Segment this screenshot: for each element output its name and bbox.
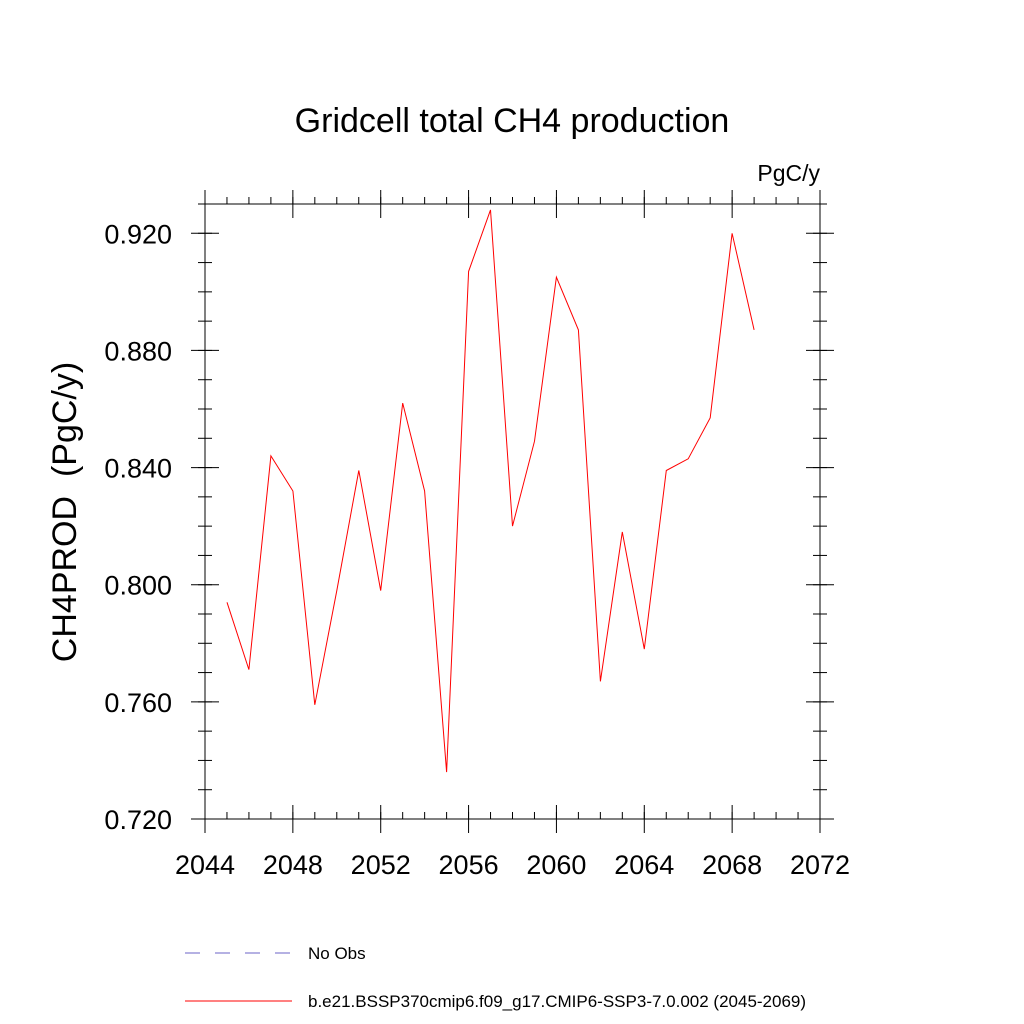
y-tick-label: 0.800 bbox=[104, 571, 172, 601]
legend-label-model-run: b.e21.BSSP370cmip6.f09_g17.CMIP6-SSP3-7.… bbox=[308, 992, 806, 1011]
x-tick-label: 2060 bbox=[526, 850, 586, 880]
chart-title: Gridcell total CH4 production bbox=[295, 102, 730, 140]
minor-ticks bbox=[198, 197, 827, 820]
plot-frame bbox=[204, 203, 821, 820]
x-tick-label: 2048 bbox=[263, 850, 323, 880]
legend: No Obs b.e21.BSSP370cmip6.f09_g17.CMIP6-… bbox=[185, 944, 806, 1011]
legend-label-no-obs: No Obs bbox=[308, 944, 366, 963]
x-tick-labels: 2044 2048 2052 2056 2060 2064 2068 2072 bbox=[175, 850, 850, 880]
y-tick-label: 0.840 bbox=[104, 454, 172, 484]
x-tick-label: 2044 bbox=[175, 850, 235, 880]
y-tick-label: 0.720 bbox=[104, 805, 172, 835]
x-tick-label: 2052 bbox=[351, 850, 411, 880]
y-axis-label: CH4PROD (PgC/y) bbox=[46, 362, 84, 662]
y-tick-label: 0.920 bbox=[104, 219, 172, 249]
y-tick-labels: 0.720 0.760 0.800 0.840 0.880 0.920 bbox=[104, 219, 172, 835]
y-tick-label: 0.760 bbox=[104, 688, 172, 718]
x-tick-label: 2072 bbox=[790, 850, 850, 880]
x-tick-label: 2068 bbox=[702, 850, 762, 880]
x-tick-label: 2064 bbox=[614, 850, 674, 880]
y-tick-label: 0.880 bbox=[104, 336, 172, 366]
x-tick-label: 2056 bbox=[439, 850, 499, 880]
major-ticks bbox=[191, 190, 834, 833]
units-label: PgC/y bbox=[757, 160, 820, 186]
series-line bbox=[226, 209, 755, 773]
